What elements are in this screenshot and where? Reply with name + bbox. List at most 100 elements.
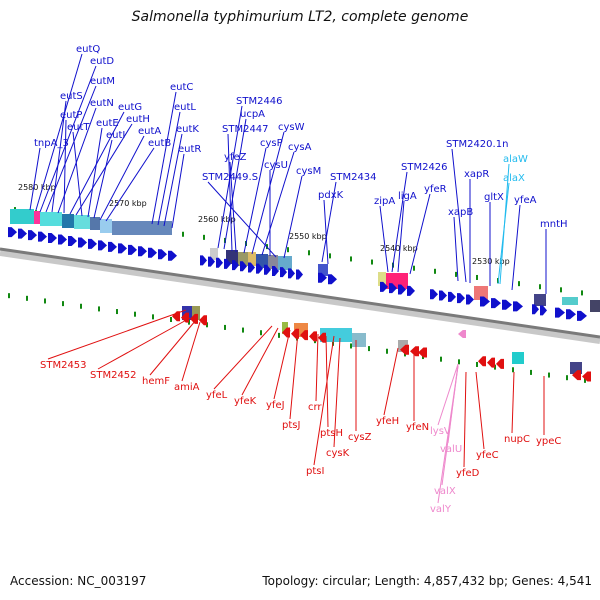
label-line [63, 119, 67, 214]
feature-block [90, 217, 100, 230]
forward-gene-arrow [502, 299, 512, 310]
forward-gene-arrow [448, 291, 456, 302]
label-line [379, 205, 389, 273]
scale-tick [476, 274, 478, 280]
label-line [163, 133, 183, 227]
scale-tick [350, 256, 352, 262]
gene-label-cysk: cysK [326, 448, 350, 459]
gene-label-yfen: yfeN [406, 422, 429, 433]
scale-tick [26, 295, 28, 301]
label-line [383, 347, 399, 416]
scale-tick [539, 284, 541, 290]
gene-label-cysm: cysM [296, 166, 321, 177]
forward-gene-arrow [108, 241, 117, 252]
feature-block [398, 340, 408, 352]
rna-label-valx: valX [434, 486, 456, 497]
label-line [227, 133, 233, 252]
feature-block [318, 264, 328, 276]
label-line [35, 53, 83, 211]
gene-label-stm2446: STM2446 [236, 96, 283, 107]
scale-tick [434, 268, 436, 274]
gene-label-stm2452: STM2452 [90, 370, 137, 381]
label-line [497, 182, 510, 285]
label-line [105, 147, 155, 222]
gene-label-xapr: xapR [464, 169, 489, 180]
scale-tick [581, 290, 583, 296]
gene-label-yfek: yfeK [234, 396, 257, 407]
kbp-label: 2570 kbp [109, 199, 147, 208]
label-line [511, 204, 521, 291]
gene-label-cysu: cysU [264, 160, 288, 171]
gene-label-euta: eutA [138, 126, 161, 137]
gene-label-cysw: cysW [278, 122, 305, 133]
gene-label-eutq: eutQ [76, 44, 100, 55]
forward-gene-arrow [540, 305, 547, 316]
scale-tick [566, 375, 568, 381]
forward-gene-arrow [148, 247, 157, 258]
forward-gene-arrow [78, 237, 87, 248]
forward-gene-arrow [28, 230, 37, 241]
forward-gene-arrow [566, 309, 576, 320]
reverse-gene-arrow [309, 331, 317, 342]
label-line [391, 171, 408, 273]
scale-tick [98, 306, 100, 312]
label-line [241, 327, 279, 396]
label-line [87, 127, 103, 218]
forward-gene-arrow [68, 235, 77, 246]
feature-block [100, 219, 112, 233]
scale-tick [116, 309, 118, 315]
label-line [283, 175, 303, 259]
kbp-label: 2540 kbp [380, 244, 418, 253]
scale-tick [329, 253, 331, 259]
forward-gene-arrow [280, 267, 287, 278]
forward-gene-arrow [380, 281, 388, 292]
label-line [313, 335, 335, 466]
label-line [397, 200, 405, 273]
label-line [315, 333, 319, 402]
gene-label-yfej: yfeJ [266, 400, 285, 411]
label-line [223, 118, 247, 250]
feature-block [62, 214, 74, 228]
gene-label-hemf: hemF [142, 376, 170, 387]
gene-label-tnpa-3: tnpA_3 [34, 138, 69, 149]
label-line [463, 371, 467, 468]
feature-block [562, 297, 578, 305]
label-line [251, 131, 285, 255]
forward-gene-arrow [224, 258, 231, 269]
gene-label-eutn: eutN [90, 98, 114, 109]
kbp-label: 2530 kbp [472, 257, 510, 266]
label-line [47, 309, 187, 360]
forward-gene-arrow [264, 264, 271, 275]
label-line [409, 193, 431, 275]
scale-tick [455, 271, 457, 277]
gene-label-ptsi: ptsI [306, 466, 324, 477]
label-line [453, 216, 459, 282]
forward-gene-arrow [466, 294, 474, 305]
label-line [323, 199, 329, 265]
feature-block [10, 209, 34, 224]
feature-block [282, 322, 288, 334]
forward-gene-arrow [248, 262, 255, 273]
forward-gene-arrow [118, 243, 127, 254]
label-line [149, 319, 197, 376]
kbp-label: 2550 kbp [289, 232, 327, 241]
reverse-gene-arrow [199, 315, 207, 326]
gene-label-yfec: yfeC [476, 450, 499, 461]
feature-block [278, 256, 292, 270]
forward-gene-arrow [98, 240, 107, 251]
feature-block [534, 294, 546, 306]
gene-label-eutc: eutC [170, 82, 193, 93]
gene-label-euti: eutI [106, 130, 125, 141]
gene-label-crr: crr [308, 402, 322, 413]
gene-label-euth: eutH [126, 114, 150, 125]
scale-tick [584, 377, 586, 383]
forward-gene-arrow [491, 298, 501, 309]
reverse-gene-arrow [496, 358, 504, 369]
feature-block [378, 272, 386, 286]
forward-gene-arrow [88, 238, 97, 249]
feature-block [268, 255, 278, 269]
forward-gene-arrow [532, 304, 539, 315]
scale-tick [518, 281, 520, 287]
forward-gene-arrow [296, 269, 303, 280]
label-line [437, 363, 459, 426]
